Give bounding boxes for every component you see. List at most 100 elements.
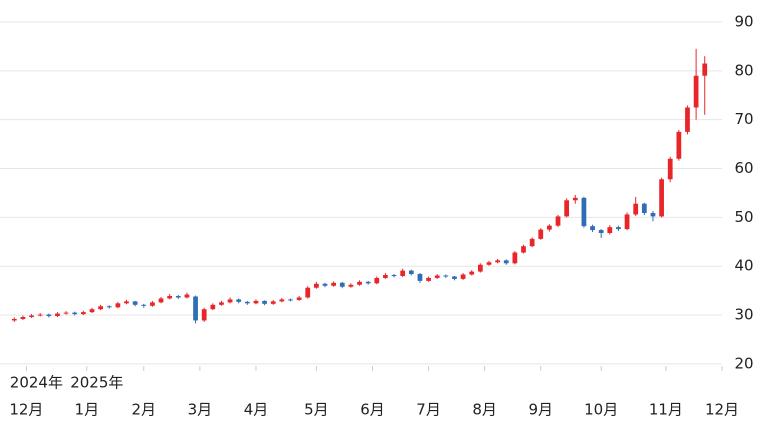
x-tick-label: 5月 [304, 401, 329, 419]
candle-body [331, 282, 337, 286]
candle-body [98, 306, 103, 310]
candle-body [564, 200, 570, 217]
candle-body [339, 282, 345, 287]
x-tick-label: 1月 [75, 401, 100, 419]
candle-body [469, 271, 475, 275]
candle-body [477, 264, 483, 272]
candle-body [124, 301, 129, 304]
candle-body [219, 302, 224, 305]
x-tick-label: 12月 [9, 401, 43, 419]
candle-body [193, 296, 198, 321]
candle-body [667, 158, 673, 180]
candle-body [616, 227, 621, 230]
candle-body [417, 274, 423, 281]
candle-body [288, 299, 293, 301]
candle-body [253, 300, 259, 304]
candle-body [141, 304, 147, 306]
candle-body [572, 197, 578, 201]
y-tick-label: 20 [734, 354, 753, 372]
x-tick-label: 10月 [584, 401, 618, 419]
y-tick-label: 50 [734, 208, 753, 226]
candle-body [37, 314, 43, 316]
candle-body [495, 260, 500, 263]
candle-body [72, 312, 78, 315]
candle-body [443, 275, 449, 277]
candle-body [55, 313, 60, 317]
candle-body [650, 212, 656, 217]
candle-body [547, 225, 552, 230]
candle-body [158, 298, 164, 303]
candle-body [641, 203, 647, 213]
x-tick-label: 4月 [244, 401, 269, 419]
candle-body [305, 287, 311, 298]
candle-body [581, 197, 587, 227]
candle-body [244, 301, 250, 304]
x-tick-label: 11月 [649, 401, 683, 419]
candle-body [383, 275, 388, 278]
candle-body [210, 304, 216, 310]
y-tick-label: 60 [734, 159, 753, 177]
candle-body [46, 314, 52, 317]
candle-body [150, 302, 155, 306]
y-tick-label: 40 [734, 257, 753, 275]
candle-body [63, 312, 69, 314]
candle-body [29, 315, 34, 318]
candle-body [296, 297, 302, 300]
x-tick-label: 8月 [472, 401, 497, 419]
candle-body [106, 306, 112, 308]
x-tick-label: 7月 [416, 401, 441, 419]
candle-body [633, 203, 639, 215]
candle-body [434, 275, 440, 278]
x-tick-label: 3月 [188, 401, 213, 419]
candle-body [279, 299, 285, 302]
candle-body [529, 238, 535, 247]
candle-body [659, 179, 664, 217]
year-label: 2025年 [70, 374, 123, 392]
candle-body [460, 274, 466, 279]
candle-body [270, 301, 276, 304]
candle-body [314, 283, 319, 288]
candle-body [201, 309, 207, 321]
candle-body [175, 296, 181, 298]
candle-body [426, 277, 431, 281]
x-tick-label: 12月 [705, 401, 739, 419]
candle-body [486, 262, 492, 265]
y-tick-label: 80 [734, 61, 753, 79]
candle-body [400, 270, 406, 276]
candle-body [512, 252, 518, 264]
y-tick-label: 70 [734, 110, 753, 128]
candle-body [702, 63, 708, 76]
candle-body [357, 281, 362, 285]
candle-body [391, 275, 397, 277]
candle-body [693, 75, 699, 108]
candle-body [408, 270, 414, 275]
candle-body [80, 312, 86, 315]
candle-body [676, 131, 682, 159]
candle-body [89, 309, 95, 313]
y-tick-label: 90 [734, 12, 753, 30]
candle-body [132, 301, 138, 305]
candle-body [555, 216, 561, 226]
candle-body [538, 229, 544, 239]
candle-body [11, 318, 17, 321]
candle-body [607, 227, 613, 234]
candle-body [365, 281, 371, 284]
candle-body [227, 299, 233, 303]
candle-body [20, 317, 26, 319]
candle-body [348, 284, 354, 287]
candle-body [262, 300, 267, 304]
candle-body [115, 303, 121, 308]
candle-body [374, 277, 380, 284]
candle-body [598, 230, 604, 234]
candle-body [590, 226, 595, 231]
x-tick-label: 9月 [528, 401, 553, 419]
candle-body [521, 246, 526, 253]
candle-body [624, 214, 630, 230]
candle-body [322, 283, 328, 286]
candle-body [503, 260, 509, 264]
candle-body [167, 296, 173, 299]
candle-body [184, 294, 190, 298]
candle-body [236, 299, 242, 302]
y-tick-label: 30 [734, 306, 753, 324]
